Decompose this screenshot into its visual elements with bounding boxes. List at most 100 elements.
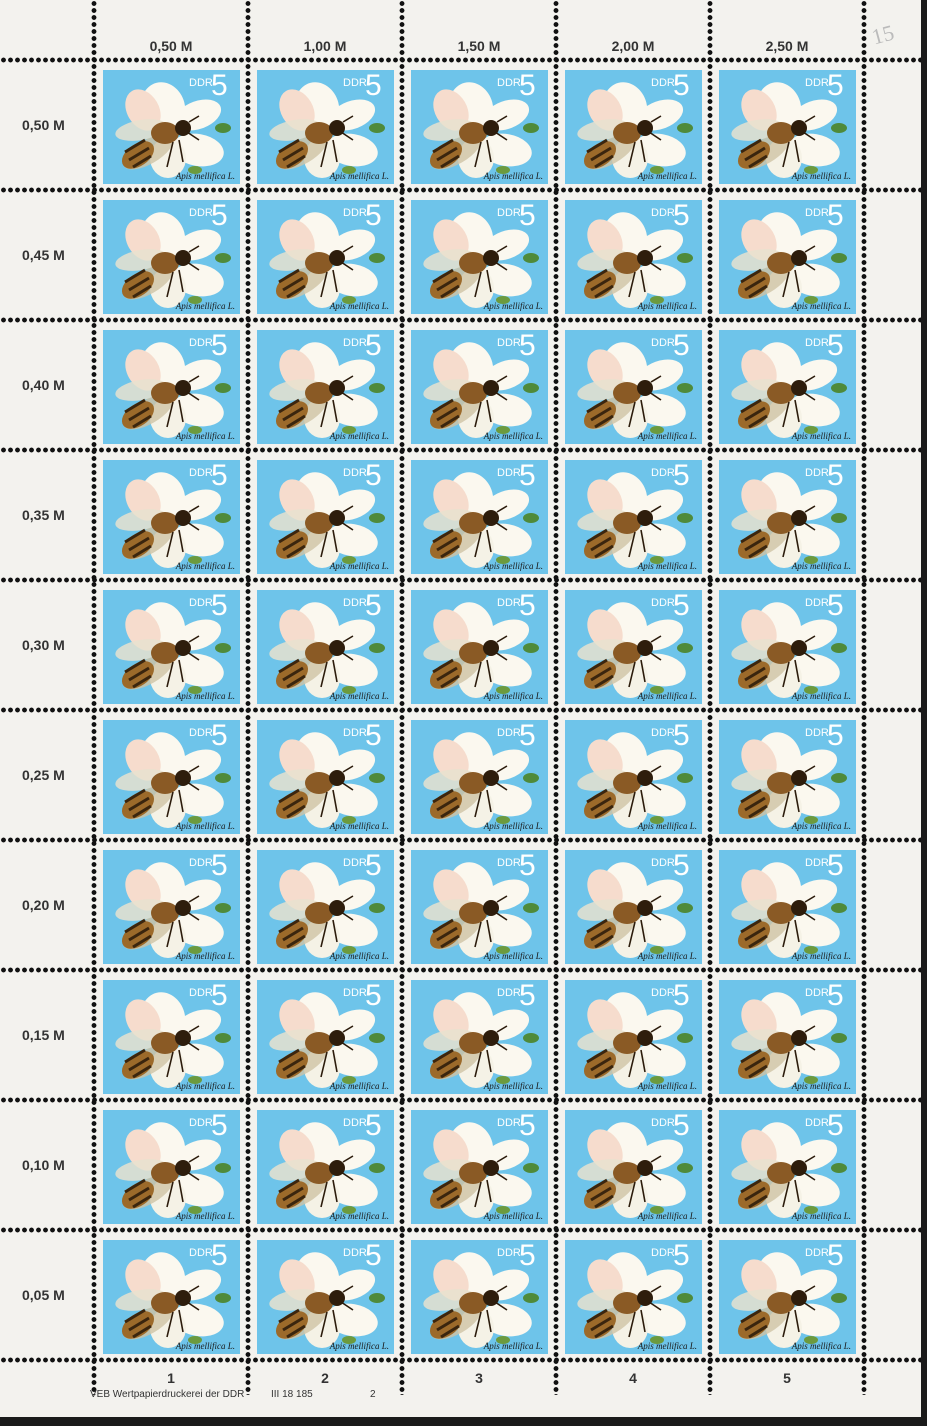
country-label: DDR: [343, 987, 367, 999]
species-name: Apis mellifica L.: [329, 691, 389, 701]
perforation-horizontal: [0, 57, 921, 63]
bee-on-flower-illustration: [423, 862, 539, 958]
denomination: 5: [827, 460, 844, 492]
stamp[interactable]: DDR 5 Apis mellifica L.: [411, 460, 548, 574]
stamp[interactable]: DDR 5 Apis mellifica L.: [565, 460, 702, 574]
country-label: DDR: [497, 1117, 521, 1129]
stamp[interactable]: DDR 5 Apis mellifica L.: [257, 850, 394, 964]
bee-on-flower-illustration: [731, 82, 847, 178]
stamp[interactable]: DDR 5 Apis mellifica L.: [565, 330, 702, 444]
denomination: 5: [211, 1240, 228, 1272]
stamp[interactable]: DDR 5 Apis mellifica L.: [103, 720, 240, 834]
stamp[interactable]: DDR 5 Apis mellifica L.: [257, 200, 394, 314]
bee-on-flower-illustration: [115, 82, 231, 178]
stamp[interactable]: DDR 5 Apis mellifica L.: [411, 980, 548, 1094]
species-name: Apis mellifica L.: [329, 301, 389, 311]
stamp[interactable]: DDR 5 Apis mellifica L.: [103, 200, 240, 314]
sheet-code: III 18 185: [271, 1389, 313, 1400]
stamp[interactable]: DDR 5 Apis mellifica L.: [719, 70, 856, 184]
bee-on-flower-illustration: [731, 862, 847, 958]
stamp[interactable]: DDR 5 Apis mellifica L.: [565, 720, 702, 834]
bee-on-flower-illustration: [577, 992, 693, 1088]
stamp[interactable]: DDR 5 Apis mellifica L.: [411, 1240, 548, 1354]
country-label: DDR: [651, 727, 675, 739]
stamp[interactable]: DDR 5 Apis mellifica L.: [257, 70, 394, 184]
denomination: 5: [365, 1110, 382, 1142]
species-name: Apis mellifica L.: [175, 951, 235, 961]
denomination: 5: [673, 850, 690, 882]
country-label: DDR: [805, 207, 829, 219]
stamp[interactable]: DDR 5 Apis mellifica L.: [257, 460, 394, 574]
country-label: DDR: [343, 727, 367, 739]
stamp[interactable]: DDR 5 Apis mellifica L.: [565, 590, 702, 704]
stamp[interactable]: DDR 5 Apis mellifica L.: [257, 1240, 394, 1354]
species-name: Apis mellifica L.: [175, 171, 235, 181]
bee-on-flower-illustration: [269, 992, 385, 1088]
bee-on-flower-illustration: [731, 1122, 847, 1218]
perforation-horizontal: [0, 187, 921, 193]
bee-on-flower-illustration: [423, 342, 539, 438]
bee-on-flower-illustration: [115, 472, 231, 568]
stamp[interactable]: DDR 5 Apis mellifica L.: [719, 980, 856, 1094]
stamp[interactable]: DDR 5 Apis mellifica L.: [257, 590, 394, 704]
stamp[interactable]: DDR 5 Apis mellifica L.: [257, 720, 394, 834]
perforation-vertical: [861, 0, 867, 1395]
stamp[interactable]: DDR 5 Apis mellifica L.: [719, 850, 856, 964]
stamp[interactable]: DDR 5 Apis mellifica L.: [719, 590, 856, 704]
country-label: DDR: [343, 857, 367, 869]
stamp[interactable]: DDR 5 Apis mellifica L.: [411, 590, 548, 704]
stamp[interactable]: DDR 5 Apis mellifica L.: [411, 720, 548, 834]
stamp[interactable]: DDR 5 Apis mellifica L.: [411, 850, 548, 964]
bee-on-flower-illustration: [731, 1252, 847, 1348]
denomination: 5: [673, 70, 690, 102]
denomination: 5: [211, 980, 228, 1012]
stamp[interactable]: DDR 5 Apis mellifica L.: [719, 1110, 856, 1224]
denomination: 5: [365, 720, 382, 752]
country-label: DDR: [189, 857, 213, 869]
country-label: DDR: [343, 77, 367, 89]
bee-on-flower-illustration: [731, 212, 847, 308]
stamp[interactable]: DDR 5 Apis mellifica L.: [565, 70, 702, 184]
country-label: DDR: [805, 337, 829, 349]
bee-on-flower-illustration: [269, 862, 385, 958]
stamp[interactable]: DDR 5 Apis mellifica L.: [411, 1110, 548, 1224]
country-label: DDR: [805, 1247, 829, 1259]
plate-number: 2: [370, 1389, 376, 1400]
stamp[interactable]: DDR 5 Apis mellifica L.: [257, 330, 394, 444]
stamp[interactable]: DDR 5 Apis mellifica L.: [103, 980, 240, 1094]
stamp[interactable]: DDR 5 Apis mellifica L.: [719, 200, 856, 314]
stamp[interactable]: DDR 5 Apis mellifica L.: [719, 460, 856, 574]
perforation-horizontal: [0, 1227, 921, 1233]
stamp[interactable]: DDR 5 Apis mellifica L.: [565, 1110, 702, 1224]
species-name: Apis mellifica L.: [329, 171, 389, 181]
stamp[interactable]: DDR 5 Apis mellifica L.: [565, 1240, 702, 1354]
species-name: Apis mellifica L.: [791, 1081, 851, 1091]
denomination: 5: [211, 330, 228, 362]
row-value-label: 0,25 M: [22, 767, 65, 783]
stamp[interactable]: DDR 5 Apis mellifica L.: [565, 200, 702, 314]
species-name: Apis mellifica L.: [637, 431, 697, 441]
stamp[interactable]: DDR 5 Apis mellifica L.: [103, 590, 240, 704]
stamp[interactable]: DDR 5 Apis mellifica L.: [103, 460, 240, 574]
stamp[interactable]: DDR 5 Apis mellifica L.: [257, 1110, 394, 1224]
bee-on-flower-illustration: [577, 212, 693, 308]
row-value-label: 0,35 M: [22, 507, 65, 523]
stamp[interactable]: DDR 5 Apis mellifica L.: [411, 70, 548, 184]
bee-on-flower-illustration: [577, 732, 693, 828]
stamp[interactable]: DDR 5 Apis mellifica L.: [565, 850, 702, 964]
stamp[interactable]: DDR 5 Apis mellifica L.: [719, 1240, 856, 1354]
stamp[interactable]: DDR 5 Apis mellifica L.: [411, 200, 548, 314]
stamp[interactable]: DDR 5 Apis mellifica L.: [719, 330, 856, 444]
denomination: 5: [827, 720, 844, 752]
stamp[interactable]: DDR 5 Apis mellifica L.: [103, 850, 240, 964]
stamp[interactable]: DDR 5 Apis mellifica L.: [565, 980, 702, 1094]
species-name: Apis mellifica L.: [637, 1211, 697, 1221]
stamp[interactable]: DDR 5 Apis mellifica L.: [103, 330, 240, 444]
stamp[interactable]: DDR 5 Apis mellifica L.: [103, 70, 240, 184]
stamp[interactable]: DDR 5 Apis mellifica L.: [411, 330, 548, 444]
stamp[interactable]: DDR 5 Apis mellifica L.: [103, 1110, 240, 1224]
stamp[interactable]: DDR 5 Apis mellifica L.: [257, 980, 394, 1094]
stamp[interactable]: DDR 5 Apis mellifica L.: [103, 1240, 240, 1354]
country-label: DDR: [651, 467, 675, 479]
stamp[interactable]: DDR 5 Apis mellifica L.: [719, 720, 856, 834]
